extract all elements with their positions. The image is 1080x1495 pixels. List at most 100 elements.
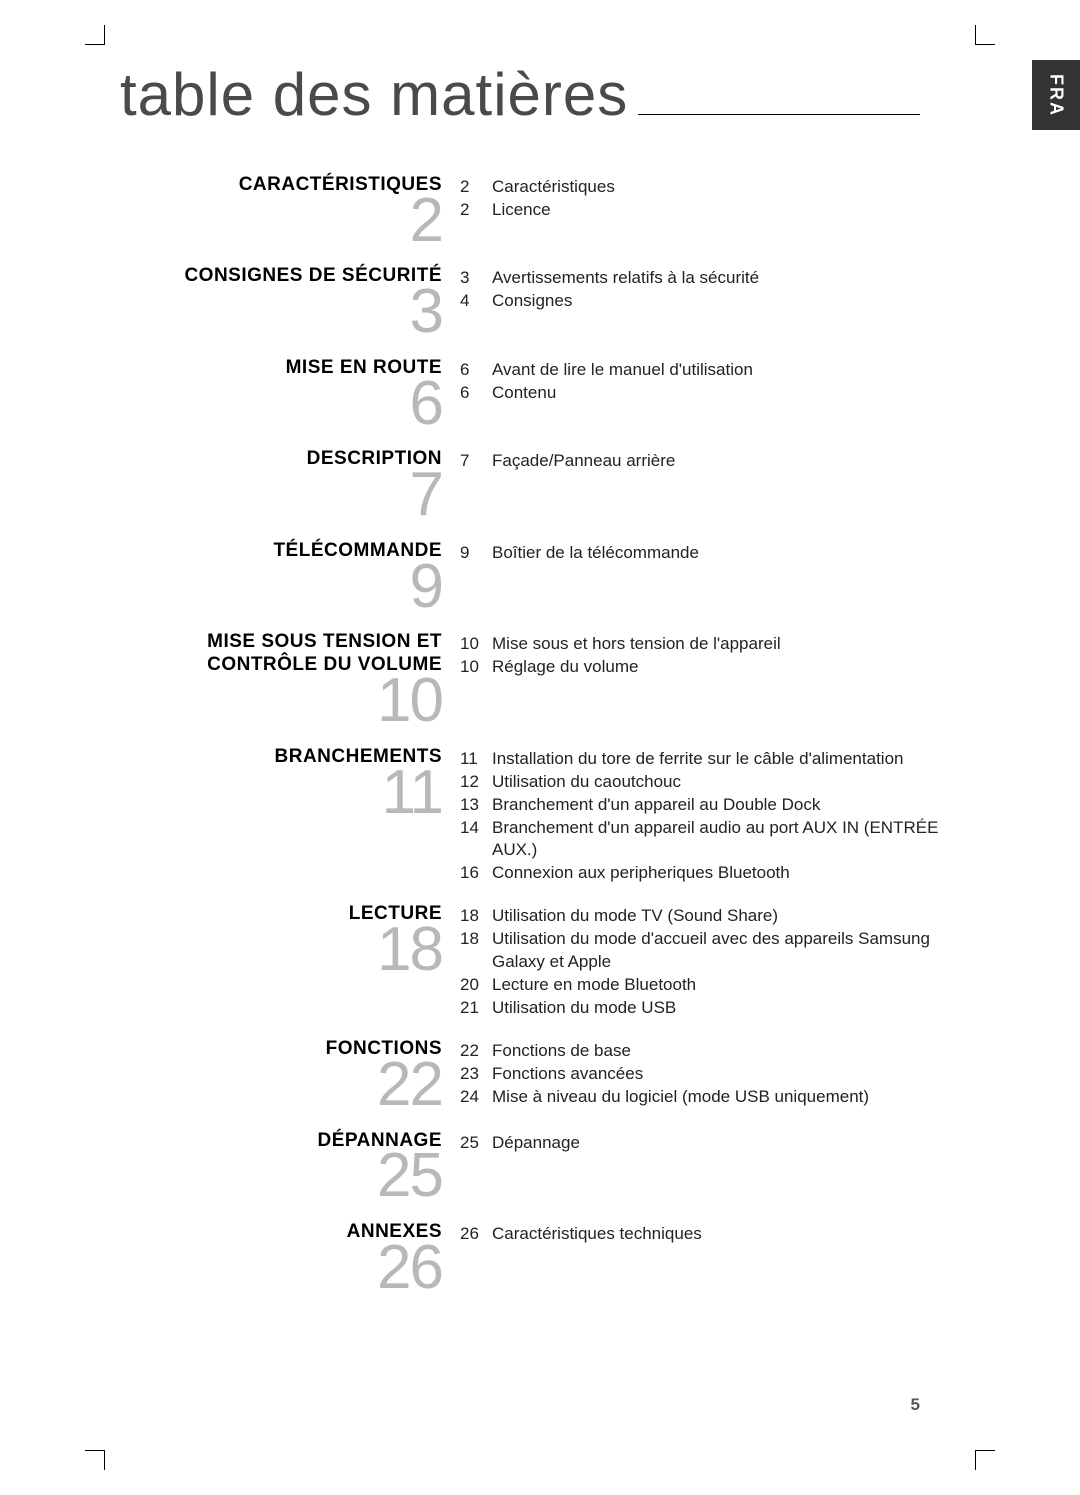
entry-text: Mise sous et hors tension de l'appareil xyxy=(492,633,980,656)
section-number: 25 xyxy=(120,1150,442,1203)
section-entries: 6Avant de lire le manuel d'utilisation6C… xyxy=(460,357,980,405)
section-entries: 7Façade/Panneau arrière xyxy=(460,448,980,473)
section-entries: 9Boîtier de la télécommande xyxy=(460,540,980,565)
section-left: ANNEXES26 xyxy=(120,1221,460,1294)
toc-entry: 14Branchement d'un appareil audio au por… xyxy=(460,817,980,863)
section-entries: 18Utilisation du mode TV (Sound Share)18… xyxy=(460,903,980,1020)
section-entries: 22Fonctions de base23Fonctions avancées2… xyxy=(460,1038,980,1109)
toc-entry: 18Utilisation du mode TV (Sound Share) xyxy=(460,905,980,928)
table-of-contents: CARACTÉRISTIQUES22Caractéristiques2Licen… xyxy=(120,174,980,1294)
entry-page: 24 xyxy=(460,1086,492,1109)
entry-page: 9 xyxy=(460,542,492,565)
title-rule xyxy=(638,114,920,115)
toc-entry: 2Licence xyxy=(460,199,980,222)
entry-page: 21 xyxy=(460,997,492,1020)
section-title: CONSIGNES DE SÉCURITÉ xyxy=(120,265,442,288)
toc-section: FONCTIONS2222Fonctions de base23Fonction… xyxy=(120,1038,980,1111)
section-left: CONSIGNES DE SÉCURITÉ3 xyxy=(120,265,460,338)
section-number: 18 xyxy=(120,924,442,977)
entry-text: Avertissements relatifs à la sécurité xyxy=(492,267,980,290)
entry-text: Avant de lire le manuel d'utilisation xyxy=(492,359,980,382)
section-title: CARACTÉRISTIQUES xyxy=(120,174,442,197)
language-tab: FRA xyxy=(1032,60,1080,130)
entry-page: 25 xyxy=(460,1132,492,1155)
page-content: table des matières CARACTÉRISTIQUES22Car… xyxy=(120,60,980,1435)
entry-text: Caractéristiques techniques xyxy=(492,1223,980,1246)
entry-page: 10 xyxy=(460,656,492,679)
toc-entry: 18Utilisation du mode d'accueil avec des… xyxy=(460,928,980,974)
section-entries: 11Installation du tore de ferrite sur le… xyxy=(460,746,980,886)
section-number: 3 xyxy=(120,286,442,339)
entry-page: 6 xyxy=(460,359,492,382)
entry-text: Contenu xyxy=(492,382,980,405)
entry-text: Branchement d'un appareil au Double Dock xyxy=(492,794,980,817)
toc-entry: 25Dépannage xyxy=(460,1132,980,1155)
toc-section: CONSIGNES DE SÉCURITÉ33 Avertissements re… xyxy=(120,265,980,338)
section-left: LECTURE18 xyxy=(120,903,460,976)
section-number: 2 xyxy=(120,195,442,248)
toc-section: BRANCHEMENTS1111Installation du tore de … xyxy=(120,746,980,886)
section-left: MISE SOUS TENSION ET CONTRÔLE DU VOLUME1… xyxy=(120,631,460,727)
entry-page: 23 xyxy=(460,1063,492,1086)
entry-page: 22 xyxy=(460,1040,492,1063)
section-number: 11 xyxy=(120,767,442,820)
toc-entry: 7Façade/Panneau arrière xyxy=(460,450,980,473)
page-number: 5 xyxy=(911,1395,920,1415)
section-number: 10 xyxy=(120,675,442,728)
entry-page: 26 xyxy=(460,1223,492,1246)
toc-section: ANNEXES2626Caractéristiques techniques xyxy=(120,1221,980,1294)
toc-entry: 16Connexion aux peripheriques Bluetooth xyxy=(460,862,980,885)
entry-text: Façade/Panneau arrière xyxy=(492,450,980,473)
toc-entry: 23Fonctions avancées xyxy=(460,1063,980,1086)
entry-page: 7 xyxy=(460,450,492,473)
entry-page: 20 xyxy=(460,974,492,997)
entry-page: 4 xyxy=(460,290,492,313)
entry-text: Connexion aux peripheriques Bluetooth xyxy=(492,862,980,885)
entry-page: 14 xyxy=(460,817,492,840)
entry-text: Lecture en mode Bluetooth xyxy=(492,974,980,997)
toc-entry: 21Utilisation du mode USB xyxy=(460,997,980,1020)
toc-section: MISE SOUS TENSION ET CONTRÔLE DU VOLUME1… xyxy=(120,631,980,727)
crop-mark xyxy=(975,25,995,45)
toc-entry: 6Avant de lire le manuel d'utilisation xyxy=(460,359,980,382)
section-entries: 25Dépannage xyxy=(460,1130,980,1155)
section-left: CARACTÉRISTIQUES2 xyxy=(120,174,460,247)
section-left: TÉLÉCOMMANDE9 xyxy=(120,540,460,613)
section-number: 22 xyxy=(120,1059,442,1112)
entry-text: Dépannage xyxy=(492,1132,980,1155)
entry-page: 2 xyxy=(460,176,492,199)
toc-entry: 11Installation du tore de ferrite sur le… xyxy=(460,748,980,771)
section-title: DESCRIPTION xyxy=(120,448,442,471)
entry-text: Caractéristiques xyxy=(492,176,980,199)
toc-entry: 6Contenu xyxy=(460,382,980,405)
toc-entry: 2Caractéristiques xyxy=(460,176,980,199)
entry-text: Boîtier de la télécommande xyxy=(492,542,980,565)
toc-entry: 24Mise à niveau du logiciel (mode USB un… xyxy=(460,1086,980,1109)
entry-page: 13 xyxy=(460,794,492,817)
toc-entry: 4Consignes xyxy=(460,290,980,313)
entry-text: Réglage du volume xyxy=(492,656,980,679)
entry-page: 16 xyxy=(460,862,492,885)
page-title: table des matières xyxy=(120,60,628,129)
entry-text: Mise à niveau du logiciel (mode USB uniq… xyxy=(492,1086,980,1109)
entry-text: Consignes xyxy=(492,290,980,313)
toc-section: DÉPANNAGE2525Dépannage xyxy=(120,1130,980,1203)
entry-text: Installation du tore de ferrite sur le c… xyxy=(492,748,980,771)
toc-section: MISE EN ROUTE66Avant de lire le manuel d… xyxy=(120,357,980,430)
toc-section: DESCRIPTION 77Façade/Panneau arrière xyxy=(120,448,980,521)
toc-section: CARACTÉRISTIQUES22Caractéristiques2Licen… xyxy=(120,174,980,247)
section-left: BRANCHEMENTS11 xyxy=(120,746,460,819)
toc-entry: 22Fonctions de base xyxy=(460,1040,980,1063)
entry-page: 18 xyxy=(460,928,492,951)
entry-page: 12 xyxy=(460,771,492,794)
section-number: 26 xyxy=(120,1242,442,1295)
crop-mark xyxy=(85,1450,105,1470)
section-number: 6 xyxy=(120,378,442,431)
entry-text: Utilisation du mode d'accueil avec des a… xyxy=(492,928,980,974)
section-entries: 26Caractéristiques techniques xyxy=(460,1221,980,1246)
entry-text: Fonctions de base xyxy=(492,1040,980,1063)
section-title: TÉLÉCOMMANDE xyxy=(120,540,442,563)
section-left: DÉPANNAGE25 xyxy=(120,1130,460,1203)
entry-page: 18 xyxy=(460,905,492,928)
toc-entry: 10Réglage du volume xyxy=(460,656,980,679)
